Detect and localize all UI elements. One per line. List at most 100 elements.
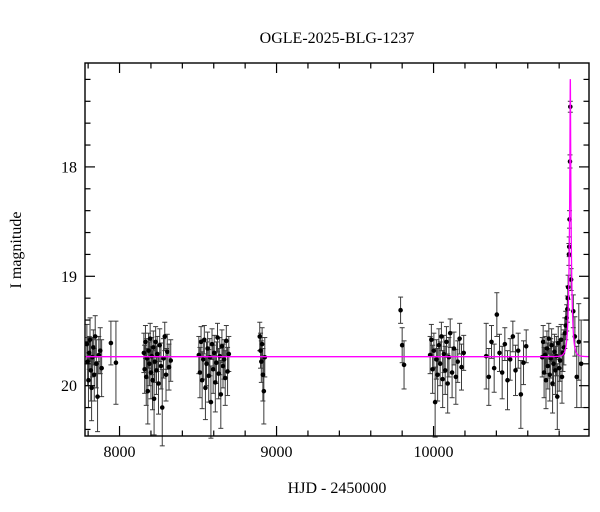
- data-point: [220, 363, 226, 369]
- data-point: [151, 396, 157, 402]
- data-point: [559, 374, 565, 380]
- data-point: [224, 338, 229, 344]
- data-point: [150, 345, 156, 350]
- data-point: [570, 309, 576, 314]
- data-point: [226, 351, 232, 357]
- data-point: [211, 350, 217, 356]
- data-point: [84, 341, 90, 347]
- data-point: [543, 377, 549, 383]
- data-point: [88, 368, 94, 373]
- data-point: [213, 380, 218, 385]
- data-point: [432, 399, 438, 405]
- data-point: [439, 334, 444, 339]
- data-point: [148, 370, 154, 375]
- data-point: [208, 399, 214, 405]
- data-point: [459, 364, 464, 370]
- data-point: [442, 368, 448, 373]
- data-point: [203, 385, 208, 391]
- data-point: [455, 359, 461, 364]
- data-point: [158, 363, 164, 369]
- data-point: [545, 363, 551, 369]
- data-point: [168, 358, 174, 363]
- data-point: [99, 365, 104, 371]
- data-point: [518, 392, 524, 397]
- data-point: [164, 349, 170, 355]
- data-point: [113, 360, 119, 366]
- x-tick-label: 8000: [104, 444, 136, 461]
- x-tick-label: 10000: [414, 444, 454, 461]
- data-point: [544, 346, 550, 351]
- data-point: [257, 334, 263, 339]
- data-point: [540, 339, 546, 345]
- data-point: [163, 372, 169, 378]
- data-point: [156, 381, 161, 386]
- data-point: [259, 341, 265, 347]
- data-point: [143, 374, 149, 380]
- data-point: [147, 361, 152, 367]
- data-point: [497, 350, 502, 356]
- data-point: [491, 365, 497, 371]
- data-point: [461, 350, 467, 356]
- data-point: [147, 336, 153, 341]
- data-point: [86, 350, 92, 356]
- data-point: [440, 376, 445, 382]
- data-point: [541, 370, 547, 375]
- data-point: [216, 371, 221, 376]
- data-point: [86, 377, 91, 383]
- data-point: [556, 365, 562, 371]
- data-point: [89, 385, 94, 391]
- data-point: [505, 377, 510, 383]
- data-point: [558, 337, 564, 343]
- data-point: [565, 295, 571, 301]
- data-point: [225, 369, 230, 374]
- data-point: [259, 359, 264, 364]
- data-point: [499, 370, 505, 375]
- data-point: [507, 357, 513, 362]
- data-point: [260, 372, 266, 378]
- data-point: [198, 339, 204, 345]
- data-point: [444, 339, 449, 345]
- data-point: [215, 335, 220, 340]
- data-point: [457, 336, 462, 341]
- data-point: [92, 334, 98, 339]
- data-point: [214, 360, 219, 366]
- data-point: [95, 394, 100, 399]
- plot-frame: [84, 62, 590, 437]
- data-point: [154, 368, 159, 373]
- y-tick-label: 20: [61, 378, 77, 395]
- data-point: [108, 340, 114, 346]
- data-point: [142, 366, 147, 372]
- model-curve: [85, 79, 589, 358]
- data-point: [159, 405, 165, 410]
- data-point: [523, 344, 529, 349]
- data-point: [152, 359, 158, 364]
- data-point: [551, 361, 556, 367]
- data-point: [210, 366, 216, 372]
- data-point: [91, 345, 96, 350]
- data-point: [451, 346, 457, 351]
- x-tick-label: 9000: [261, 444, 293, 461]
- data-point: [486, 374, 492, 380]
- data-point: [398, 307, 403, 313]
- data-point: [199, 377, 205, 383]
- data-point: [435, 372, 440, 378]
- data-point: [430, 366, 435, 372]
- data-point: [218, 392, 224, 397]
- data-point: [85, 359, 90, 364]
- y-tick-label: 19: [61, 269, 77, 286]
- data-point: [576, 339, 582, 345]
- data-point: [153, 339, 158, 345]
- data-point: [222, 375, 228, 381]
- data-point: [557, 358, 563, 363]
- data-point: [202, 337, 207, 343]
- data-point: [399, 342, 405, 348]
- plot-area: 8000 9000 10000 18 19 20: [61, 62, 590, 461]
- data-point: [578, 361, 584, 367]
- x-axis-label: HJD - 2450000: [288, 480, 387, 497]
- data-point: [219, 344, 225, 349]
- y-axis-label: I magnitude: [8, 212, 25, 289]
- y-tick-label: 18: [61, 159, 77, 176]
- data-point: [494, 312, 500, 317]
- data-point: [143, 339, 148, 345]
